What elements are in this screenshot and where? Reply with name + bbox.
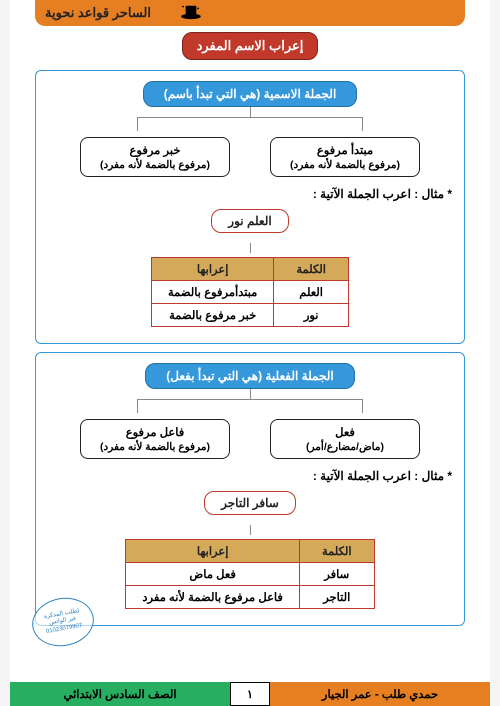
table-row: التاجر فاعل مرفوع بالضمة لأنه مفرد <box>126 586 374 609</box>
header-bar: الساحر قواعد نحوية <box>35 0 465 26</box>
col-word: الكلمة <box>299 540 374 563</box>
table-row: سافر فعل ماض <box>126 563 374 586</box>
footer-authors: حمدي طلب - عمر الجيار <box>270 682 490 706</box>
table-nominal: الكلمة إعرابها العلم مبتدأمرفوع بالضمة ن… <box>151 257 349 327</box>
footer-bar: حمدي طلب - عمر الجيار ١ الصف السادس الاب… <box>10 682 490 706</box>
example-label: * مثال : اعرب الجملة الآتية : <box>48 187 452 201</box>
footer-grade: الصف السادس الابتدائي <box>10 682 230 706</box>
node-subject: فاعل مرفوع (مرفوع بالضمة لأنه مفرد) <box>80 419 230 459</box>
node-detail: (مرفوع بالضمة لأنه مفرد) <box>91 159 219 171</box>
node-detail: (مرفوع بالضمة لأنه مفرد) <box>281 159 409 171</box>
magic-hat-icon <box>180 4 202 20</box>
nominal-definition: الجملة الاسمية (هي التي تبدأ باسم) <box>143 81 358 107</box>
section-verbal: الجملة الفعلية (هي التي تبدأ بفعل) فعل (… <box>35 352 465 626</box>
node-verb: فعل (ماض/مضارع/أمر) <box>270 419 420 459</box>
example-label: * مثال : اعرب الجملة الآتية : <box>48 469 452 483</box>
node-khabar: خبر مرفوع (مرفوع بالضمة لأنه مفرد) <box>80 137 230 177</box>
col-parse: إعرابها <box>152 258 274 281</box>
main-title: إعراب الاسم المفرد <box>182 32 319 60</box>
node-mubtada: مبتدأ مرفوع (مرفوع بالضمة لأنه مفرد) <box>270 137 420 177</box>
col-word: الكلمة <box>274 258 349 281</box>
node-title: فاعل مرفوع <box>126 427 185 439</box>
table-row: نور خبر مرفوع بالضمة <box>152 304 349 327</box>
node-title: مبتدأ مرفوع <box>317 145 373 157</box>
example-sentence: العلم نور <box>211 209 288 233</box>
brand-title: الساحر قواعد نحوية <box>45 5 151 21</box>
node-detail: (ماض/مضارع/أمر) <box>281 441 409 453</box>
footer-page: ١ <box>230 682 270 706</box>
node-detail: (مرفوع بالضمة لأنه مفرد) <box>91 441 219 453</box>
verbal-definition: الجملة الفعلية (هي التي تبدأ بفعل) <box>145 363 354 389</box>
node-title: فعل <box>335 427 355 439</box>
example-sentence: سافر التاجر <box>204 491 296 515</box>
table-verbal: الكلمة إعرابها سافر فعل ماض التاجر فاعل … <box>125 539 374 609</box>
table-row: العلم مبتدأمرفوع بالضمة <box>152 281 349 304</box>
section-nominal: الجملة الاسمية (هي التي تبدأ باسم) مبتدأ… <box>35 70 465 344</box>
col-parse: إعرابها <box>126 540 300 563</box>
node-title: خبر مرفوع <box>130 145 181 157</box>
